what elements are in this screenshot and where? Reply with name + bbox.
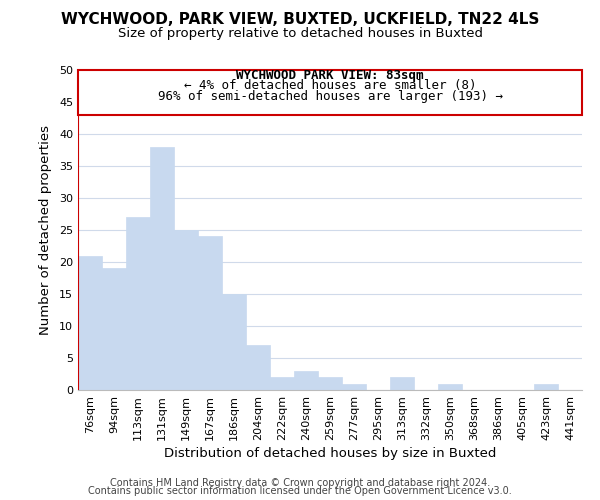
Bar: [318, 377, 342, 390]
Bar: [294, 371, 318, 390]
Y-axis label: Number of detached properties: Number of detached properties: [39, 125, 52, 335]
Bar: [438, 384, 462, 390]
Bar: [102, 268, 126, 390]
Text: Contains public sector information licensed under the Open Government Licence v3: Contains public sector information licen…: [88, 486, 512, 496]
Bar: [174, 230, 198, 390]
Text: Size of property relative to detached houses in Buxted: Size of property relative to detached ho…: [118, 28, 482, 40]
X-axis label: Distribution of detached houses by size in Buxted: Distribution of detached houses by size …: [164, 447, 496, 460]
Text: ← 4% of detached houses are smaller (8): ← 4% of detached houses are smaller (8): [184, 80, 476, 92]
Bar: [270, 377, 294, 390]
Bar: [78, 256, 102, 390]
FancyBboxPatch shape: [78, 70, 582, 115]
Bar: [390, 377, 414, 390]
Text: WYCHWOOD PARK VIEW: 83sqm: WYCHWOOD PARK VIEW: 83sqm: [236, 68, 424, 82]
Bar: [342, 384, 366, 390]
Bar: [534, 384, 558, 390]
Bar: [150, 147, 174, 390]
Text: WYCHWOOD, PARK VIEW, BUXTED, UCKFIELD, TN22 4LS: WYCHWOOD, PARK VIEW, BUXTED, UCKFIELD, T…: [61, 12, 539, 28]
Bar: [222, 294, 246, 390]
Text: 96% of semi-detached houses are larger (193) →: 96% of semi-detached houses are larger (…: [157, 90, 503, 104]
Text: Contains HM Land Registry data © Crown copyright and database right 2024.: Contains HM Land Registry data © Crown c…: [110, 478, 490, 488]
Bar: [198, 236, 222, 390]
Bar: [246, 345, 270, 390]
Bar: [126, 217, 150, 390]
